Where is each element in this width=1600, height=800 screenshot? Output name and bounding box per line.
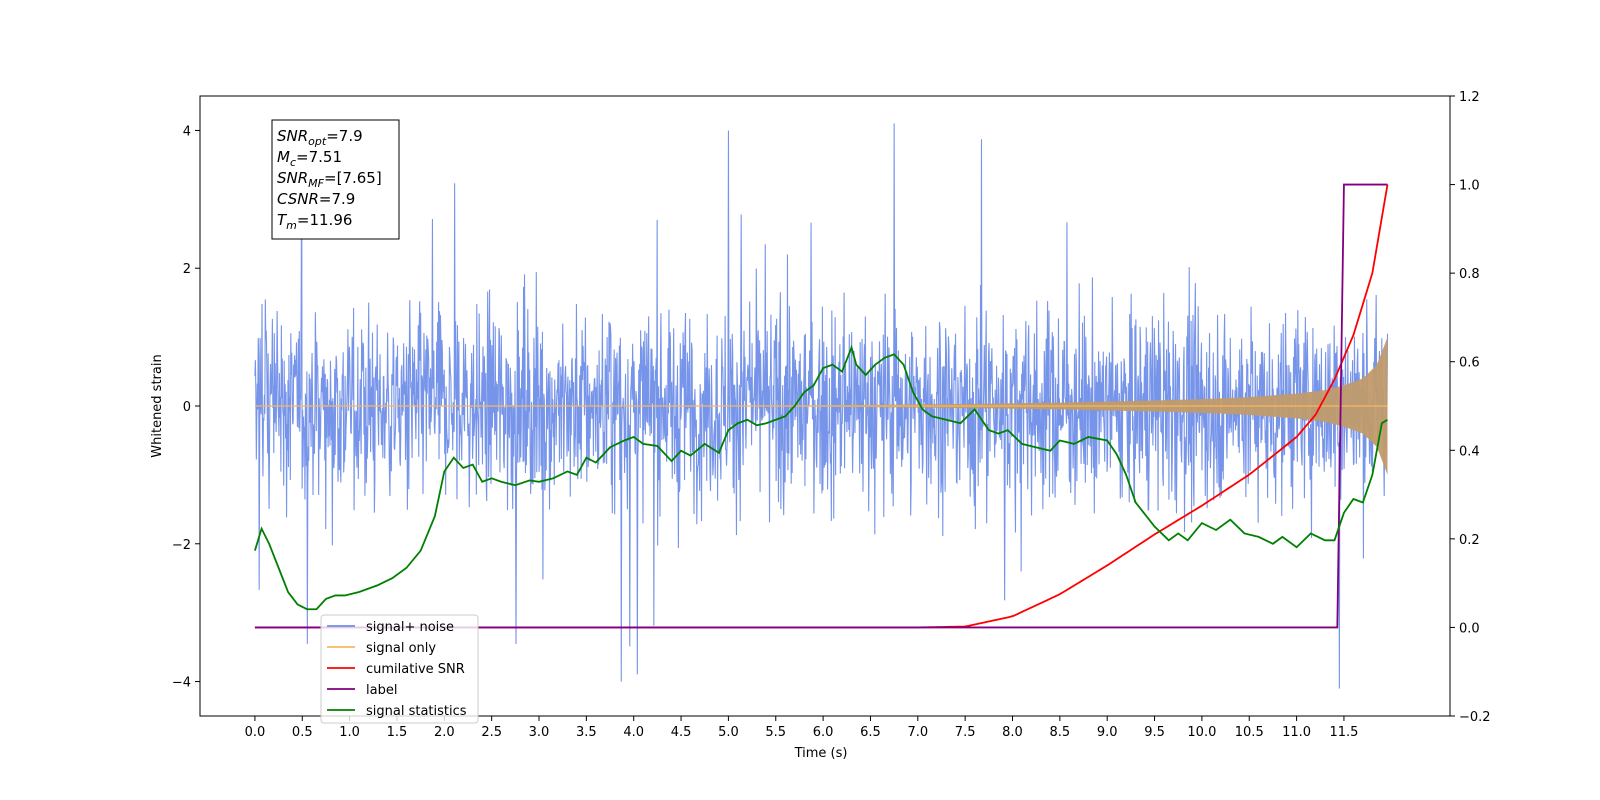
legend-entry: label bbox=[366, 683, 397, 698]
y-right-tick-label: 0.0 bbox=[1459, 621, 1480, 636]
x-tick-label: 1.0 bbox=[339, 725, 360, 740]
x-tick-label: 3.0 bbox=[529, 725, 550, 740]
x-tick-label: 11.5 bbox=[1329, 725, 1358, 740]
x-tick-label: 7.0 bbox=[907, 725, 928, 740]
legend-entry: signal only bbox=[366, 641, 436, 656]
x-tick-label: 0.5 bbox=[292, 725, 313, 740]
x-tick-label: 1.5 bbox=[387, 725, 408, 740]
y-axis-label: Whitened strain bbox=[150, 354, 165, 457]
axis-ticks: 0.0 0.5 1.0 1.5 2.0 2.5 3.0 3.5 4.0 4.5 5.0 5.5 6.0 6… bbox=[172, 90, 1491, 740]
x-tick-label: 9.5 bbox=[1144, 725, 1165, 740]
y-right-tick-label: 0.6 bbox=[1459, 356, 1480, 371]
stats-line: SNRopt=7.9 bbox=[277, 127, 363, 148]
x-tick-label: 5.0 bbox=[718, 725, 739, 740]
x-tick-label: 10.0 bbox=[1187, 725, 1216, 740]
y-right-tick-label: 0.4 bbox=[1459, 444, 1480, 459]
x-axis-label: Time (s) bbox=[794, 746, 848, 761]
series-label bbox=[254, 183, 1388, 629]
x-tick-label: 10.5 bbox=[1235, 725, 1264, 740]
y-left-tick-label: −2 bbox=[172, 538, 191, 553]
x-tick-label: 6.0 bbox=[813, 725, 834, 740]
y-right-tick-label: 0.2 bbox=[1459, 533, 1480, 548]
x-tick-label: 2.0 bbox=[434, 725, 455, 740]
y-right-tick-label: 1.2 bbox=[1459, 90, 1480, 105]
legend-frame bbox=[320, 614, 479, 724]
stats-line: Mc=7.51 bbox=[277, 148, 342, 169]
x-tick-label: 6.5 bbox=[860, 725, 881, 740]
x-tick-label: 3.5 bbox=[576, 725, 597, 740]
y-left-tick-label: 0 bbox=[183, 400, 191, 415]
stats-line: Tm=11.96 bbox=[277, 211, 352, 232]
series-signal-statistics bbox=[254, 344, 1388, 611]
y-left-tick-label: −4 bbox=[172, 676, 191, 691]
legend-entry: signal statistics bbox=[366, 704, 467, 719]
x-tick-label: 4.0 bbox=[623, 725, 644, 740]
x-tick-label: 7.5 bbox=[955, 725, 976, 740]
x-tick-label: 5.5 bbox=[765, 725, 786, 740]
y-left-tick-label: 2 bbox=[183, 262, 191, 277]
y-left-tick-label: 4 bbox=[183, 124, 191, 139]
legend-entry: cumilative SNR bbox=[366, 662, 465, 677]
x-tick-label: 0.0 bbox=[245, 725, 266, 740]
y-right-tick-label: 0.8 bbox=[1459, 267, 1480, 282]
stats-line: CSNR=7.9 bbox=[277, 190, 355, 208]
y-right-tick-label: −0.2 bbox=[1459, 710, 1491, 725]
x-tick-label: 8.0 bbox=[1002, 725, 1023, 740]
x-tick-label: 8.5 bbox=[1050, 725, 1071, 740]
y-right-tick-label: 1.0 bbox=[1459, 179, 1480, 194]
stats-box-frame bbox=[271, 119, 400, 240]
x-tick-label: 9.0 bbox=[1097, 725, 1118, 740]
x-tick-label: 2.5 bbox=[481, 725, 502, 740]
legend-entry: signal+ noise bbox=[366, 620, 454, 635]
legend: signal+ noise signal only cumilative SNR la… bbox=[320, 614, 479, 724]
x-tick-label: 11.0 bbox=[1282, 725, 1311, 740]
stats-line: SNRMF=[7.65] bbox=[277, 169, 382, 190]
x-tick-label: 4.5 bbox=[671, 725, 692, 740]
